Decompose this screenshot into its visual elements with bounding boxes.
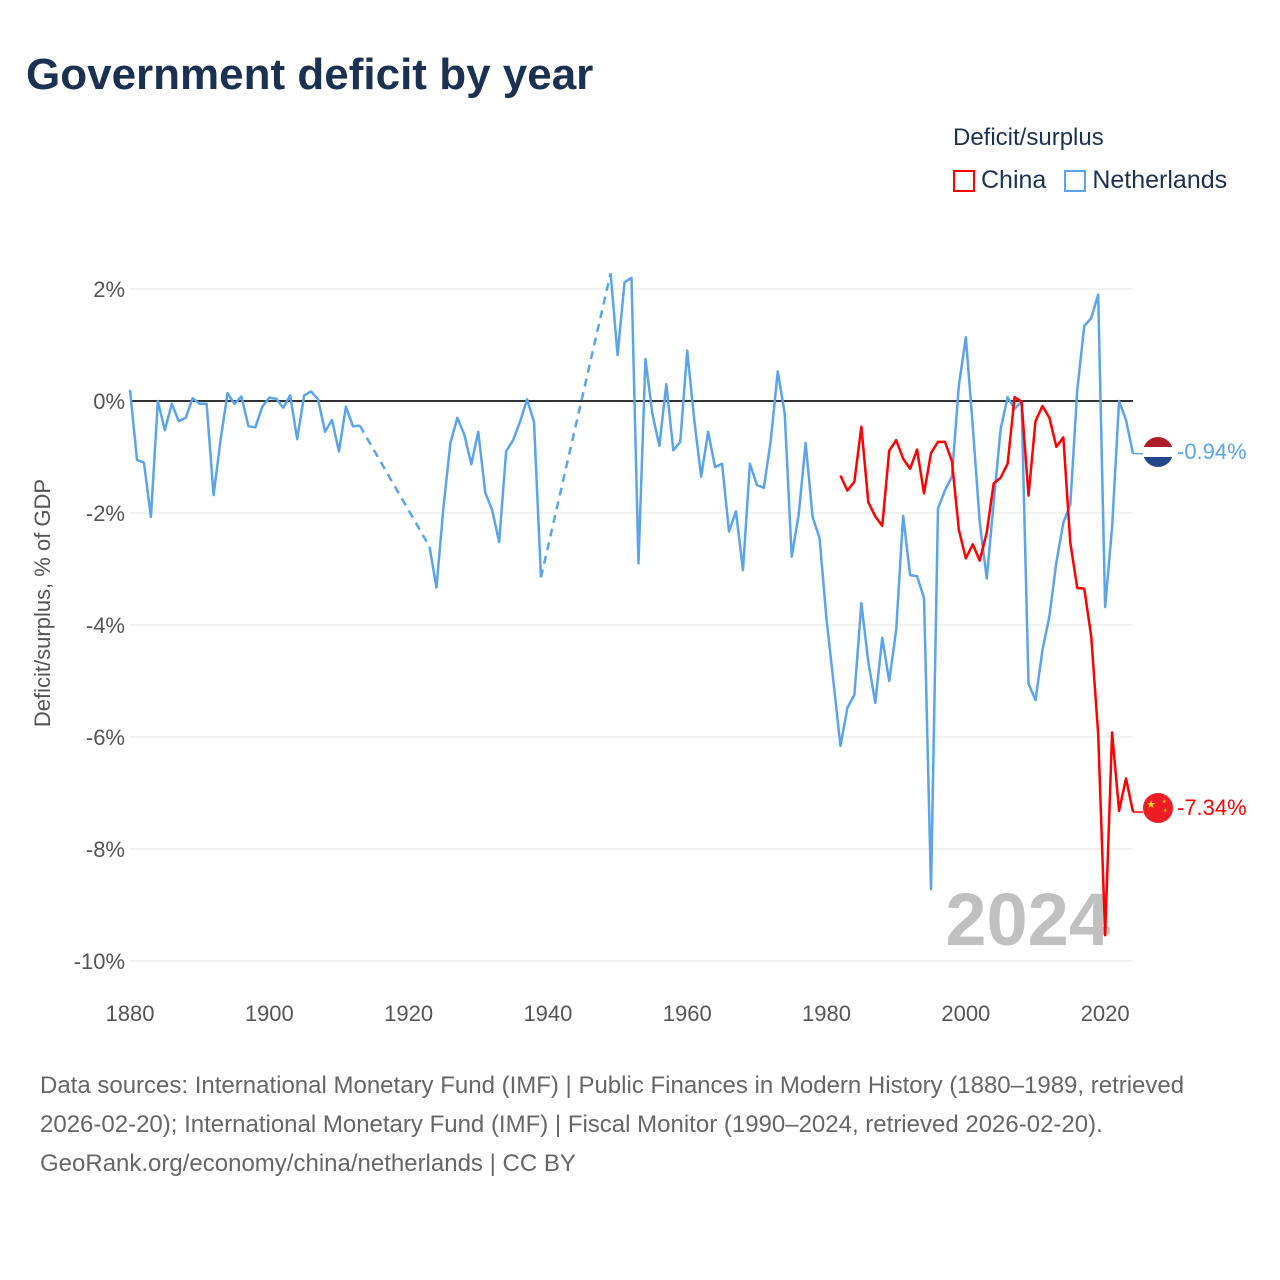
series-line-netherlands <box>609 273 1135 891</box>
netherlands-end-label: -0.94% <box>1177 439 1247 464</box>
credit-link[interactable]: GeoRank.org/economy/china/netherlands | … <box>40 1150 576 1177</box>
y-tick-label: -2% <box>86 501 125 526</box>
chart-title: Government deficit by year <box>26 50 594 99</box>
series-line-china <box>839 395 1135 937</box>
china-flag-icon: ★ ★ ★ <box>1143 793 1173 823</box>
y-tick-label: -4% <box>86 613 125 638</box>
legend-label-netherlands: Netherlands <box>1092 166 1228 194</box>
x-tick-label: 1880 <box>106 1001 155 1026</box>
legend-label-china: China <box>981 166 1047 194</box>
plot-area: 2% 0% -2% -4% -6% -8% -10% 1880 1900 1920 1940 1960… <box>30 273 1247 1026</box>
netherlands-flag-icon <box>1143 437 1173 467</box>
x-tick-label: 1920 <box>384 1001 433 1026</box>
data-sources: Data sources: International Monetary Fun… <box>40 1072 1185 1138</box>
legend-swatch-china <box>953 169 975 192</box>
svg-text:★: ★ <box>1146 799 1156 811</box>
series-line-netherlands <box>128 389 360 519</box>
series-line-netherlands <box>428 398 543 589</box>
x-tick-label: 1900 <box>245 1001 294 1026</box>
gap-connector-netherlands <box>358 425 431 548</box>
y-axis-label: Deficit/surplus, % of GDP <box>30 479 55 727</box>
y-tick-label: -6% <box>86 725 125 750</box>
footer: Data sources: International Monetary Fun… <box>40 1066 1240 1183</box>
legend-item-china[interactable]: China <box>953 166 1046 195</box>
legend-swatch-netherlands <box>1064 169 1087 192</box>
gap-connector-netherlands <box>539 273 612 578</box>
y-tick-label: -10% <box>74 949 125 974</box>
x-tick-label: 1940 <box>523 1001 572 1026</box>
svg-text:★: ★ <box>1163 808 1168 814</box>
year-watermark: 2024 <box>945 878 1110 961</box>
x-tick-label: 2020 <box>1081 1001 1130 1026</box>
legend-item-netherlands[interactable]: Netherlands <box>1064 166 1227 195</box>
x-tick-label: 2000 <box>941 1001 990 1026</box>
legend: China Netherlands <box>953 166 1227 195</box>
gridlines: 2% 0% -2% -4% -6% -8% -10% 1880 1900 1920 1940 1960… <box>74 277 1133 1026</box>
china-end-label: -7.34% <box>1177 795 1247 820</box>
series-lines <box>128 273 1143 937</box>
x-tick-label: 1980 <box>802 1001 851 1026</box>
y-tick-label: 0% <box>93 389 125 414</box>
x-tick-label: 1960 <box>663 1001 712 1026</box>
y-tick-label: 2% <box>93 277 125 302</box>
y-tick-label: -8% <box>86 837 125 862</box>
svg-text:★: ★ <box>1162 799 1167 805</box>
legend-title: Deficit/surplus <box>953 124 1104 151</box>
